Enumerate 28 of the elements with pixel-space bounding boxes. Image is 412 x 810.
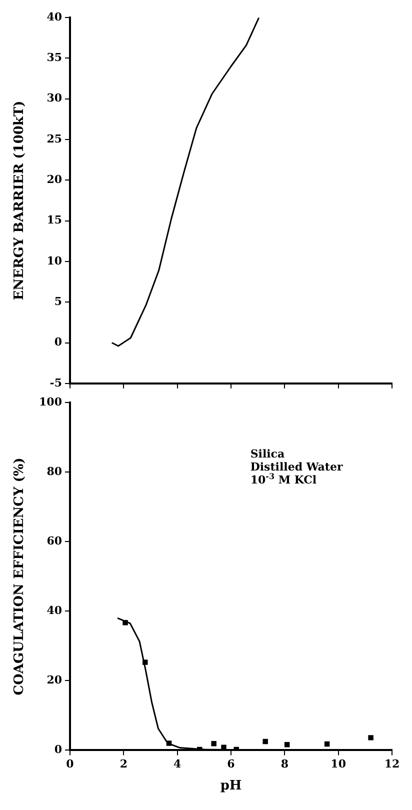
y-tick-label: 80 [46,464,62,478]
x-axis-title: pH [220,778,242,794]
x-tick-label: 2 [120,758,128,771]
annotation: Distilled Water [250,460,343,474]
y-tick-label: 60 [46,534,62,548]
x-tick-label: 12 [384,758,400,771]
x-tick-label: 8 [280,758,289,771]
x-tick-label: 6 [227,758,236,771]
y-tick-label: 40 [46,10,62,24]
y-axis-title: ENERGY BARRIER (100kT) [12,100,28,300]
y-tick-label: 0 [54,743,62,756]
y-tick-label: 20 [46,173,62,186]
x-tick-label: 10 [330,758,346,771]
x-tick-label: 4 [174,758,182,771]
y-tick-label: 35 [46,51,62,64]
y-tick-label: 5 [54,294,62,308]
y-tick-label: -5 [50,376,62,390]
y-tick-label: 0 [54,336,62,349]
y-tick-label: 25 [46,132,62,146]
y-tick-label: 30 [46,92,62,105]
annotation: Silica [250,448,285,461]
y-tick-label: 10 [46,254,62,268]
y-axis-title: COAGULATION EFFICIENCY (%) [12,458,28,696]
y-tick-label: 40 [46,604,62,618]
y-tick-label: 15 [46,214,62,227]
y-tick-label: 100 [39,395,62,408]
x-tick-label: 0 [66,758,74,771]
y-tick-label: 20 [46,674,62,687]
